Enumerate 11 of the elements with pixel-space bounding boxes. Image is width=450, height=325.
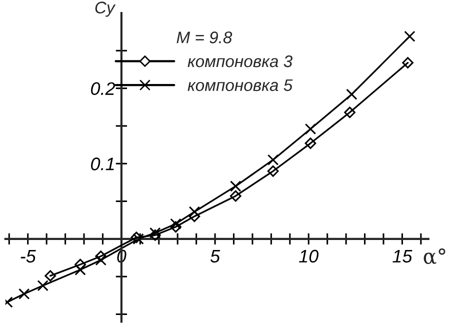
legend-title: M = 9.8 [176,32,232,44]
x-tick-label: -5 [20,250,36,263]
legend-label: компоновка 3 [188,55,292,68]
legend-label: компоновка 5 [188,79,293,92]
x-tick-label: 15 [392,250,412,263]
x-axis-title: α° [424,248,446,264]
y-axis-title: Cy [95,2,116,17]
y-tick-label: 0.1 [91,158,114,170]
x-tick-label: 5 [210,250,220,263]
y-tick-label: 0.2 [91,82,116,96]
x-tick-label: 10 [299,250,319,263]
